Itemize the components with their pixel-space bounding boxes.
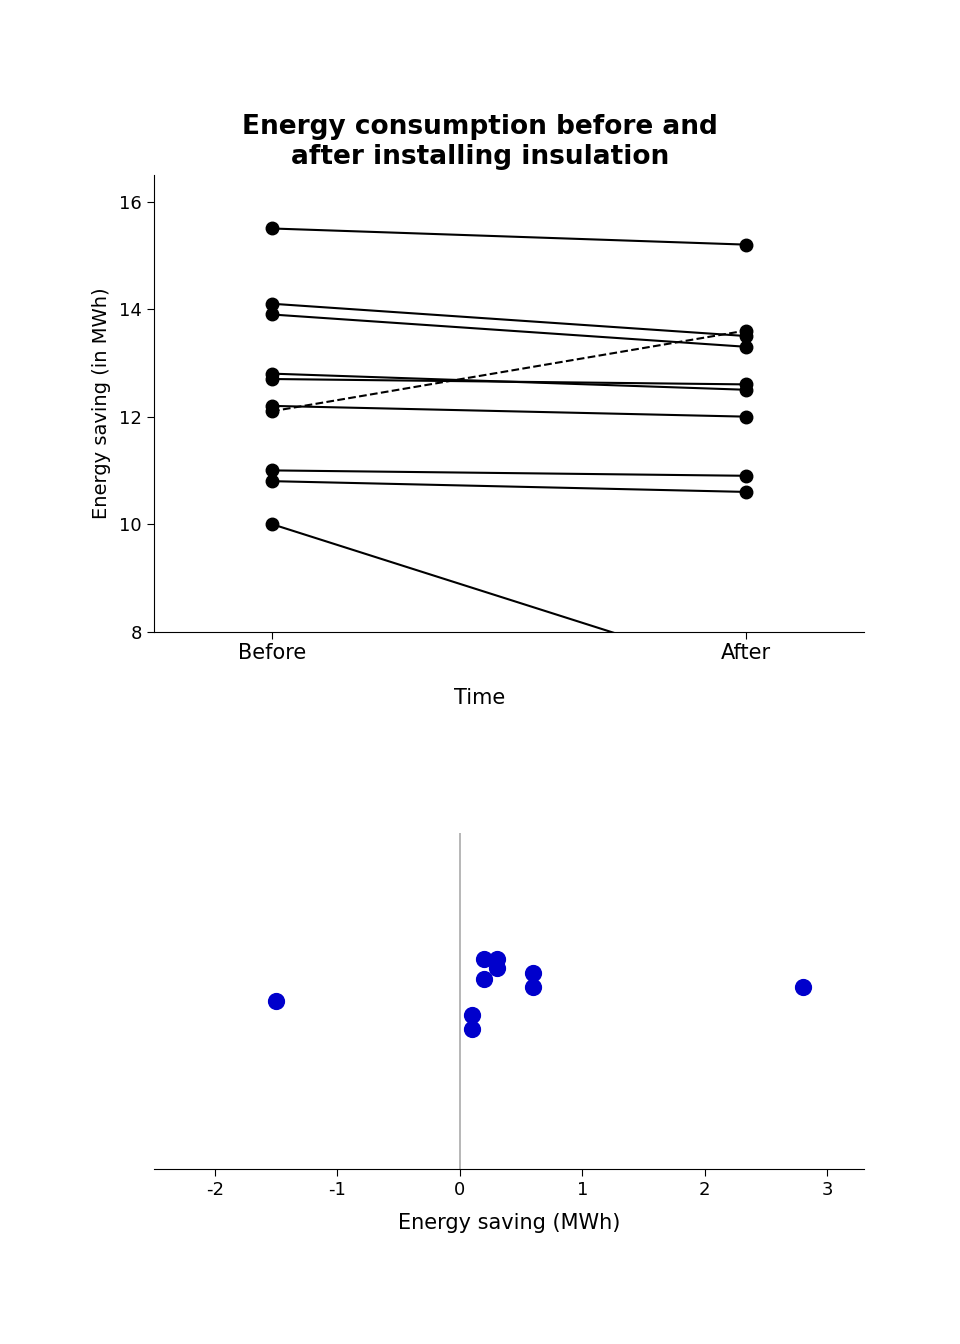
- Point: [465, 1004, 480, 1025]
- Point: [795, 977, 810, 999]
- Text: Energy consumption before and
after installing insulation: Energy consumption before and after inst…: [242, 114, 718, 171]
- Point: [489, 949, 504, 970]
- X-axis label: Energy saving (MWh): Energy saving (MWh): [397, 1214, 620, 1232]
- Point: [269, 991, 284, 1012]
- Point: [465, 1019, 480, 1040]
- Point: [476, 949, 492, 970]
- Point: [526, 977, 541, 999]
- Y-axis label: Energy saving (in MWh): Energy saving (in MWh): [91, 288, 110, 519]
- Point: [476, 968, 492, 989]
- Point: [526, 962, 541, 984]
- Point: [489, 957, 504, 978]
- Text: Time: Time: [454, 688, 506, 708]
